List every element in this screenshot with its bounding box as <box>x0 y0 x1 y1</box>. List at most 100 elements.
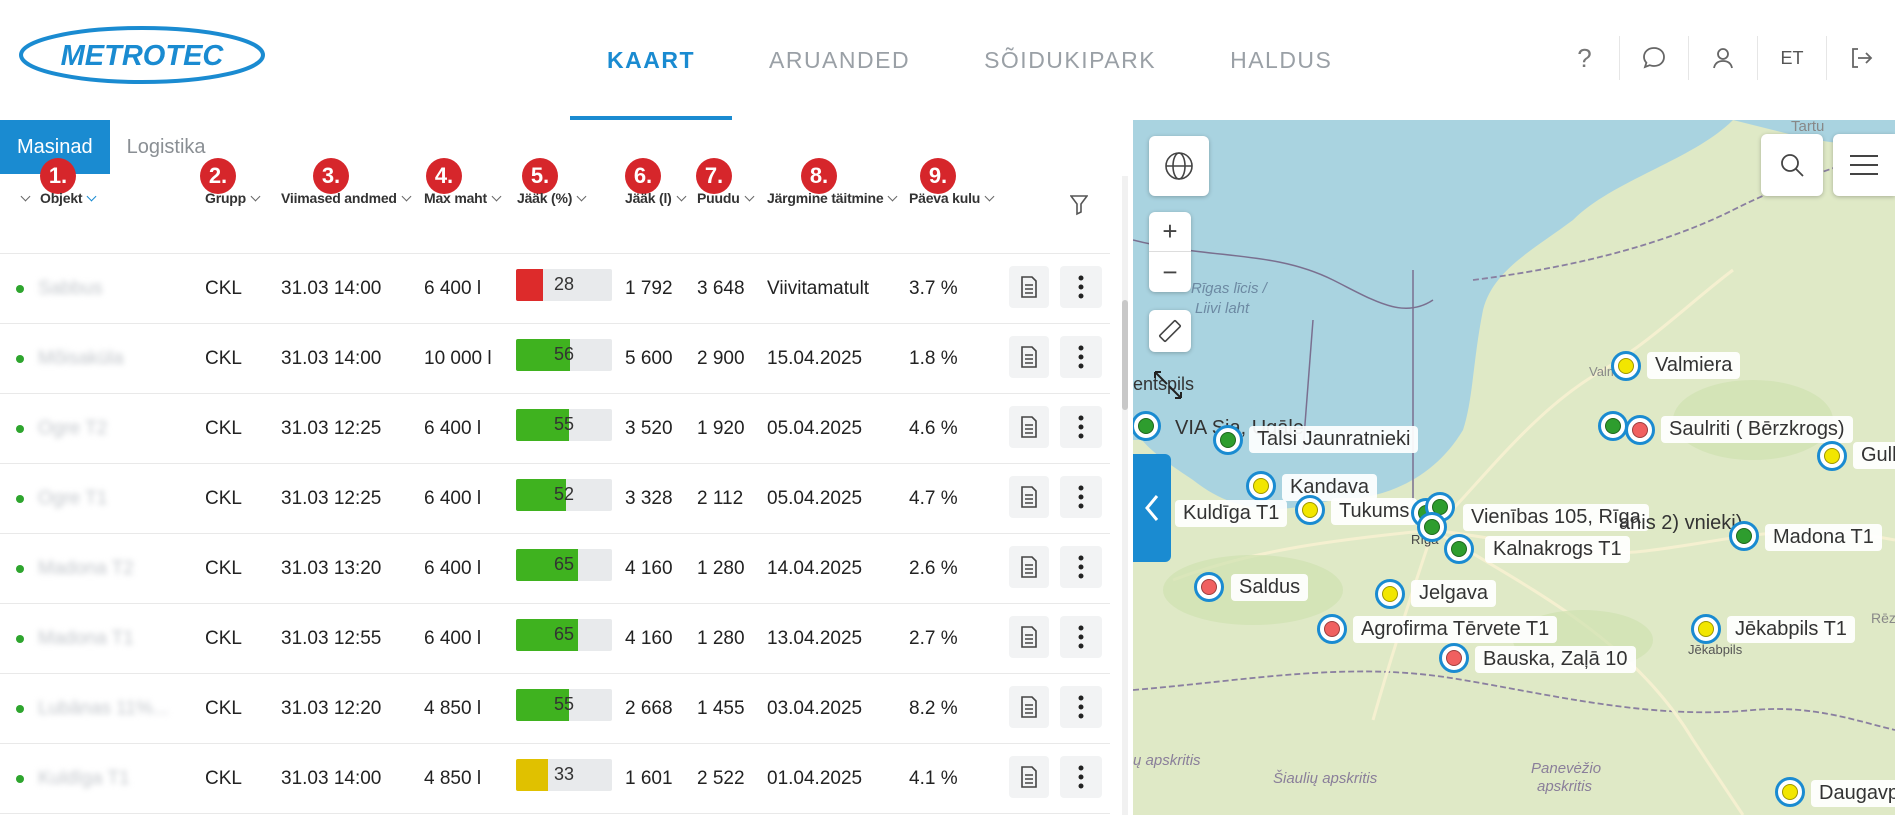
cell-objekt[interactable]: Ogre T1 <box>38 488 108 509</box>
marker-label-tukums[interactable]: Tukums <box>1331 498 1418 525</box>
marker-jekabpils[interactable] <box>1691 614 1721 644</box>
table-row[interactable]: Ogre T2 CKL 31.03 12:25 6 400 l 55 3 520 1 920… <box>0 394 1110 464</box>
column-header-max-maht[interactable]: Max maht <box>424 190 502 206</box>
column-header-viimased[interactable]: Viimased andmed <box>281 190 412 206</box>
marker-label-madona[interactable]: Madona T1 <box>1765 524 1882 551</box>
marker-kalnakrogs[interactable] <box>1444 534 1474 564</box>
marker-label-vnieki[interactable]: anis 2) vnieki) <box>1619 512 1743 534</box>
table-row[interactable]: Mõisaküla CKL 31.03 14:00 10 000 l 56 5 600 2 … <box>0 324 1110 394</box>
marker-label-saulriti[interactable]: Saulriti ( Bērzkrogs) <box>1661 416 1853 443</box>
marker-saulriti[interactable] <box>1625 415 1655 445</box>
cell-objekt[interactable]: Mõisaküla <box>38 348 124 369</box>
marker-label-kalnakrogs[interactable]: Kalnakrogs T1 <box>1485 536 1630 563</box>
column-header-jaak-l[interactable]: Jääk (l) <box>625 190 687 206</box>
marker-kandava[interactable] <box>1246 471 1276 501</box>
marker-daugavpils[interactable] <box>1775 777 1805 807</box>
column-header-puudu[interactable]: Puudu <box>697 190 754 206</box>
marker-label-tervete[interactable]: Agrofirma Tērvete T1 <box>1353 616 1558 643</box>
tab-soidukipark[interactable]: SÕIDUKIPARK <box>984 46 1157 73</box>
table-row[interactable]: Madona T2 CKL 31.03 13:20 6 400 l 65 4 160 1 2… <box>0 534 1110 604</box>
row-menu-button[interactable] <box>1060 616 1102 658</box>
marker-label-vienibas[interactable]: Vienības 105, Rīga <box>1463 504 1649 531</box>
marker-label-saldus[interactable]: Saldus <box>1231 574 1309 601</box>
marker-valmiera[interactable] <box>1611 351 1641 381</box>
marker-madona[interactable] <box>1729 521 1759 551</box>
report-document-button[interactable] <box>1009 616 1049 658</box>
marker-label-kandava[interactable]: Kandava <box>1282 474 1377 501</box>
user-icon[interactable] <box>1688 36 1757 80</box>
marker-label-jekabpils[interactable]: Jēkabpils T1 <box>1727 616 1855 643</box>
marker-talsi[interactable] <box>1213 425 1243 455</box>
table-row[interactable]: Sabbus CKL 31.03 14:00 6 400 l 28 1 792 3 648 V… <box>0 254 1110 324</box>
marker-bauska[interactable] <box>1439 643 1469 673</box>
language-selector[interactable]: ET <box>1757 36 1826 80</box>
table-row[interactable]: Madona T1 CKL 31.03 12:55 6 400 l 65 4 160 1 2… <box>0 604 1110 674</box>
table-row[interactable]: Ogre T1 CKL 31.03 12:25 6 400 l 52 3 328 2 112… <box>0 464 1110 534</box>
row-menu-button[interactable] <box>1060 336 1102 378</box>
marker-tervete[interactable] <box>1317 614 1347 644</box>
marker-jelgava[interactable] <box>1375 579 1405 609</box>
marker-label-daugavpils[interactable]: Daugavp <box>1811 780 1895 807</box>
expand-all-chevron[interactable] <box>16 190 31 206</box>
fullscreen-icon[interactable] <box>1151 368 1185 407</box>
menu-icon[interactable] <box>1833 134 1895 196</box>
row-menu-button[interactable] <box>1060 406 1102 448</box>
column-header-jargmine[interactable]: Järgmine täitmine <box>767 190 898 206</box>
globe-icon[interactable] <box>1149 136 1209 196</box>
marker-saulriti-green[interactable] <box>1598 411 1628 441</box>
row-menu-button[interactable] <box>1060 686 1102 728</box>
cell-objekt[interactable]: Ogre T2 <box>38 418 108 439</box>
table-row[interactable]: Lubānas 11%... CKL 31.03 12:20 4 850 l 55 2 6… <box>0 674 1110 744</box>
column-header-jaak-pct[interactable]: Jääk (%) <box>517 190 587 206</box>
subtab-logistika[interactable]: Logistika <box>126 135 206 158</box>
cell-objekt[interactable]: Sabbus <box>38 278 103 299</box>
tab-haldus[interactable]: HALDUS <box>1230 46 1333 73</box>
report-document-button[interactable] <box>1009 546 1049 588</box>
report-document-button[interactable] <box>1009 336 1049 378</box>
scrollbar-thumb[interactable] <box>1122 300 1128 410</box>
zoom-in-button[interactable]: + <box>1149 212 1191 252</box>
help-icon[interactable]: ? <box>1577 42 1592 73</box>
row-menu-button[interactable] <box>1060 756 1102 798</box>
report-document-button[interactable] <box>1009 686 1049 728</box>
metrotec-logo[interactable]: METROTEC <box>18 24 266 86</box>
cell-objekt[interactable]: Madona T2 <box>38 558 134 579</box>
marker-label-valmiera[interactable]: Valmiera <box>1647 352 1741 379</box>
table-scrollbar[interactable] <box>1122 176 1128 815</box>
logout-icon[interactable] <box>1826 36 1895 80</box>
report-document-button[interactable] <box>1009 266 1049 308</box>
marker-vienibas[interactable] <box>1417 512 1447 542</box>
chat-icon[interactable] <box>1619 36 1688 80</box>
column-header-objekt[interactable]: Objekt <box>40 190 97 206</box>
marker-tukums[interactable] <box>1295 495 1325 525</box>
ruler-icon[interactable] <box>1149 310 1191 352</box>
column-header-grupp[interactable]: Grupp <box>205 190 261 206</box>
row-menu-button[interactable] <box>1060 266 1102 308</box>
tab-aruanded[interactable]: ARUANDED <box>769 46 911 73</box>
cell-objekt[interactable]: Lubānas 11%... <box>38 698 169 719</box>
marker-label-bauska[interactable]: Bauska, Zaļā 10 <box>1475 646 1636 673</box>
cell-objekt[interactable]: Madona T1 <box>38 628 134 649</box>
cell-objekt[interactable]: Kuldīga T1 <box>38 768 130 789</box>
table-row[interactable]: Kuldīga T1 CKL 31.03 14:00 4 850 l 33 1 601 2 … <box>0 744 1110 814</box>
marker-label-gulbene[interactable]: Gulbe <box>1853 442 1895 469</box>
map-view[interactable]: Rīgas līcis / Liivi laht Tartu entspils … <box>1133 120 1895 815</box>
zoom-out-button[interactable]: − <box>1162 256 1178 287</box>
marker-label-jelgava[interactable]: Jelgava <box>1411 580 1496 607</box>
marker-gulbene[interactable] <box>1817 441 1847 471</box>
marker-saldus[interactable] <box>1194 572 1224 602</box>
marker-label-talsi[interactable]: Talsi Jaunratnieki <box>1249 426 1419 453</box>
tab-kaart[interactable]: KAART <box>570 0 732 120</box>
column-header-paeva-kulu[interactable]: Päeva kulu <box>909 190 995 206</box>
filter-icon[interactable] <box>1069 194 1089 219</box>
report-document-button[interactable] <box>1009 756 1049 798</box>
marker-via-ugale[interactable] <box>1133 411 1161 441</box>
marker-label-kuldiga[interactable]: Kuldīga T1 <box>1175 500 1288 527</box>
row-menu-button[interactable] <box>1060 476 1102 518</box>
cell-jaak-l: 3 520 <box>625 418 673 439</box>
row-menu-button[interactable] <box>1060 546 1102 588</box>
map-search-icon[interactable] <box>1761 134 1823 196</box>
report-document-button[interactable] <box>1009 476 1049 518</box>
report-document-button[interactable] <box>1009 406 1049 448</box>
collapse-panel-button[interactable] <box>1133 454 1171 562</box>
